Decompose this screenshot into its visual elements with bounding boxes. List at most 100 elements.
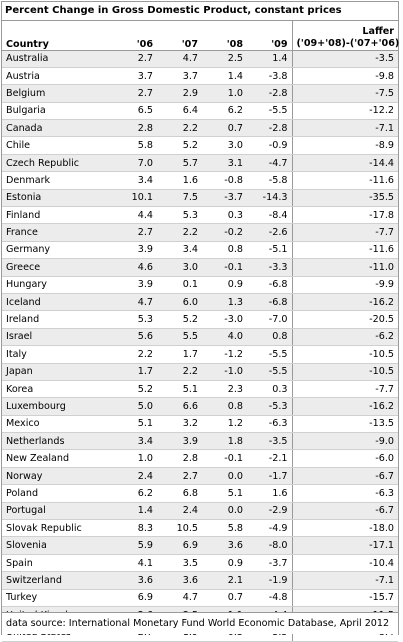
- country-cell: Finland: [2, 206, 112, 225]
- value-2008: 2.1: [202, 571, 247, 590]
- header-laffer-title: Laffer: [362, 25, 394, 37]
- laffer-value: -6.2: [291, 328, 398, 347]
- country-cell: Denmark: [2, 171, 112, 190]
- table-row: Turkey 6.9 4.7 0.7 -4.8 -15.7: [2, 589, 398, 608]
- value-2008: 0.9: [202, 276, 247, 294]
- value-2007: 0.1: [157, 276, 202, 294]
- value-2009: -4.9: [247, 519, 292, 538]
- header-country: Country: [2, 21, 112, 51]
- value-2007: 3.6: [157, 571, 202, 590]
- value-2009: -6.8: [247, 276, 292, 294]
- table-row: Poland 6.2 6.8 5.1 1.6 -6.3: [2, 484, 398, 503]
- value-2006: 4.6: [112, 258, 157, 277]
- value-2006: 2.4: [112, 467, 157, 486]
- value-2007: 5.7: [157, 154, 202, 173]
- value-2009: -5.5: [247, 345, 292, 364]
- value-2008: 0.7: [202, 589, 247, 608]
- value-2007: 4.7: [157, 589, 202, 608]
- table-row: Mexico 5.1 3.2 1.2 -6.3 -13.5: [2, 415, 398, 434]
- value-2007: 6.9: [157, 536, 202, 555]
- country-cell: France: [2, 223, 112, 242]
- header-laffer: Laffer ('09+'08)-('07+'06): [291, 21, 399, 51]
- value-2009: -7.0: [247, 310, 292, 329]
- value-2006: 4.4: [112, 206, 157, 225]
- value-2007: 5.3: [157, 206, 202, 225]
- value-2007: 6.6: [157, 397, 202, 416]
- value-2009: -3.3: [247, 258, 292, 277]
- country-cell: Iceland: [2, 293, 112, 312]
- value-2008: 0.0: [202, 502, 247, 521]
- country-cell: Germany: [2, 241, 112, 260]
- value-2007: 7.5: [157, 189, 202, 208]
- laffer-value: -6.7: [291, 502, 398, 521]
- laffer-value: -17.1: [291, 536, 398, 555]
- value-2007: 2.9: [157, 84, 202, 103]
- country-cell: Slovak Republic: [2, 519, 112, 538]
- value-2009: -8.0: [247, 536, 292, 555]
- country-cell: Belgium: [2, 84, 112, 103]
- value-2008: -3.0: [202, 310, 247, 329]
- value-2009: -1.9: [247, 571, 292, 590]
- value-2007: 1.6: [157, 171, 202, 190]
- value-2007: 5.2: [157, 136, 202, 155]
- value-2006: 4.7: [112, 293, 157, 312]
- value-2008: 2.5: [202, 50, 247, 68]
- laffer-value: -6.7: [291, 467, 398, 486]
- table-row: New Zealand 1.0 2.8 -0.1 -2.1 -6.0: [2, 449, 398, 468]
- table-row: Estonia 10.1 7.5 -3.7 -14.3 -35.5: [2, 189, 398, 208]
- table-row: Israel 5.6 5.5 4.0 0.8 -6.2: [2, 328, 398, 347]
- country-cell: Mexico: [2, 415, 112, 434]
- laffer-value: -11.6: [291, 241, 398, 260]
- country-cell: Czech Republic: [2, 154, 112, 173]
- laffer-value: -9.0: [291, 432, 398, 451]
- header-2007: '07: [157, 21, 202, 51]
- value-2006: 5.0: [112, 397, 157, 416]
- country-cell: Switzerland: [2, 571, 112, 590]
- value-2009: 0.8: [247, 328, 292, 347]
- value-2006: 3.9: [112, 241, 157, 260]
- laffer-value: -7.1: [291, 571, 398, 590]
- table-row: Austria 3.7 3.7 1.4 -3.8 -9.8: [2, 67, 398, 86]
- country-cell: Austria: [2, 67, 112, 86]
- country-cell: Portugal: [2, 502, 112, 521]
- value-2006: 5.9: [112, 536, 157, 555]
- value-2007: 1.7: [157, 345, 202, 364]
- laffer-value: -16.2: [291, 397, 398, 416]
- table-row: France 2.7 2.2 -0.2 -2.6 -7.7: [2, 223, 398, 242]
- laffer-value: -15.7: [291, 589, 398, 608]
- value-2009: -6.8: [247, 293, 292, 312]
- laffer-value: -7.7: [291, 380, 398, 399]
- laffer-value: -8.9: [291, 136, 398, 155]
- value-2007: 3.4: [157, 241, 202, 260]
- value-2006: 2.8: [112, 119, 157, 138]
- table-row: Spain 4.1 3.5 0.9 -3.7 -10.4: [2, 554, 398, 573]
- table-row: Bulgaria 6.5 6.4 6.2 -5.5 -12.2: [2, 102, 398, 121]
- value-2009: -6.3: [247, 415, 292, 434]
- laffer-value: -9.8: [291, 67, 398, 86]
- value-2007: 6.0: [157, 293, 202, 312]
- value-2006: 6.5: [112, 102, 157, 121]
- value-2007: 2.4: [157, 502, 202, 521]
- value-2009: -5.1: [247, 241, 292, 260]
- country-cell: Luxembourg: [2, 397, 112, 416]
- header-2008: '08: [202, 21, 247, 51]
- value-2009: -14.3: [247, 189, 292, 208]
- value-2007: 2.2: [157, 223, 202, 242]
- value-2006: 1.4: [112, 502, 157, 521]
- value-2008: -3.7: [202, 189, 247, 208]
- value-2009: -2.1: [247, 449, 292, 468]
- laffer-value: -14.4: [291, 154, 398, 173]
- country-cell: Poland: [2, 484, 112, 503]
- laffer-value: -11.0: [291, 258, 398, 277]
- laffer-value: -35.5: [291, 189, 398, 208]
- value-2008: 3.6: [202, 536, 247, 555]
- value-2006: 6.2: [112, 484, 157, 503]
- country-cell: Hungary: [2, 276, 112, 294]
- table-row: Czech Republic 7.0 5.7 3.1 -4.7 -14.4: [2, 154, 398, 173]
- laffer-value: -7.1: [291, 119, 398, 138]
- value-2009: -2.8: [247, 84, 292, 103]
- value-2006: 3.9: [112, 276, 157, 294]
- table-row: Italy 2.2 1.7 -1.2 -5.5 -10.5: [2, 345, 398, 364]
- value-2007: 6.4: [157, 102, 202, 121]
